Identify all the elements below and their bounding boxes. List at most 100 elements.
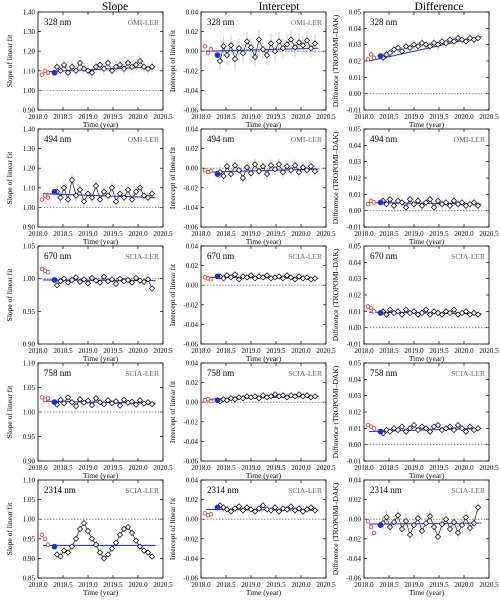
y-tick-label: 1.30 <box>23 28 36 36</box>
series-line <box>382 507 479 538</box>
data-point <box>223 506 231 513</box>
x-tick-label: 2018.5 <box>53 113 73 121</box>
y-tick-label: 1.10 <box>23 360 36 368</box>
data-point <box>96 279 104 286</box>
data-point <box>144 276 152 283</box>
x-tick-label: 2018.5 <box>379 113 399 121</box>
wavelength-label: 328 nm <box>370 17 397 27</box>
y-tick-label: -0.02 <box>346 535 361 543</box>
data-point <box>220 43 227 50</box>
y-axis-label: Slope of linear fit <box>5 502 14 556</box>
data-point <box>279 392 287 399</box>
y-tick-label: 0.02 <box>186 262 199 270</box>
wavelength-label: 2314 nm <box>44 485 76 495</box>
x-tick-label: 2018.5 <box>379 581 399 589</box>
data-point <box>462 308 470 315</box>
data-point <box>279 169 287 176</box>
data-point <box>462 514 470 521</box>
y-tick-label: 0.02 <box>349 175 362 183</box>
data-point <box>128 196 136 203</box>
data-point <box>410 521 418 529</box>
data-point <box>60 61 68 69</box>
x-tick-label: 2020.5 <box>316 230 336 238</box>
x-tick-label: 2019.5 <box>103 347 123 355</box>
data-point <box>132 61 140 69</box>
reference-label: OMI-LER <box>454 135 485 144</box>
data-point <box>92 63 100 70</box>
y-tick-label: 0.04 <box>186 243 199 251</box>
y-tick-label: 1.10 <box>23 477 36 485</box>
y-tick-label: 0.03 <box>349 275 362 283</box>
data-point <box>291 276 299 283</box>
x-tick-label: 2018.5 <box>216 581 236 589</box>
y-tick-label: 1.40 <box>23 126 36 134</box>
x-tick-label: 2018.0 <box>354 464 374 472</box>
data-point <box>235 167 243 174</box>
data-point <box>383 311 390 318</box>
data-point <box>398 48 406 55</box>
data-point <box>88 69 96 76</box>
y-tick-label: 1.20 <box>23 48 36 56</box>
data-point <box>311 40 319 47</box>
data-point <box>410 201 418 208</box>
x-tick-label: 2019.5 <box>429 581 449 589</box>
data-point <box>132 274 140 282</box>
data-point <box>259 46 267 53</box>
y-tick-label: -0.02 <box>183 418 198 426</box>
data-point <box>84 527 92 535</box>
early-data-point <box>205 50 211 56</box>
data-point <box>271 504 279 511</box>
data-point <box>68 63 76 70</box>
reference-label: OMI-LER <box>128 18 159 27</box>
data-point <box>470 520 478 527</box>
data-point <box>255 168 263 175</box>
data-point <box>414 43 422 50</box>
data-point <box>144 399 152 406</box>
data-point <box>462 428 470 435</box>
y-tick-label: 0.00 <box>349 516 362 524</box>
data-point <box>116 531 124 538</box>
data-point <box>84 397 92 404</box>
panel-1-1: -0.06 -0.04 -0.02 0.00 0.02 0.04 2018.0 2018.5 2… <box>168 126 336 247</box>
y-axis-label: Slope of linear fit <box>5 385 14 439</box>
data-point <box>140 547 148 554</box>
early-data-point <box>202 44 208 49</box>
x-tick-label: 2020.0 <box>128 581 148 589</box>
y-tick-label: -0.06 <box>346 575 361 583</box>
y-axis-label: Difference (TROPOMI–DAK) <box>331 14 340 107</box>
y-tick-label: 1.00 <box>23 275 36 283</box>
x-axis-label: Time (year) <box>246 588 282 597</box>
x-tick-label: 2018.0 <box>354 347 374 355</box>
plot-frame <box>37 245 164 345</box>
y-tick-label: 0.04 <box>349 376 362 384</box>
x-tick-label: 2018.5 <box>216 347 236 355</box>
x-tick-label: 2019.0 <box>241 464 261 472</box>
y-tick-label: 0.01 <box>349 308 362 316</box>
data-point <box>239 174 247 182</box>
x-tick-label: 2020.5 <box>153 581 173 589</box>
x-tick-label: 2020.0 <box>454 581 474 589</box>
data-point <box>474 504 482 511</box>
data-point <box>383 514 390 521</box>
marker-point <box>377 310 384 316</box>
data-point <box>108 184 116 191</box>
data-point <box>64 549 72 556</box>
data-point <box>259 163 267 170</box>
column-title-difference: Difference <box>414 1 464 13</box>
data-point <box>275 38 283 45</box>
x-tick-label: 2018.5 <box>53 230 73 238</box>
data-point <box>311 275 319 282</box>
y-tick-label: 0.05 <box>349 243 362 251</box>
data-point <box>406 531 414 538</box>
reference-label: SCIA-LER <box>125 369 159 378</box>
data-point <box>148 553 156 560</box>
early-data-point <box>365 57 371 62</box>
y-tick-label: 0.01 <box>349 191 362 199</box>
wavelength-label: 670 nm <box>44 251 71 261</box>
y-tick-label: -0.06 <box>183 458 198 466</box>
data-point <box>128 279 136 286</box>
y-tick-label: -0.02 <box>183 184 198 192</box>
data-point <box>227 170 235 178</box>
data-point <box>390 202 398 209</box>
